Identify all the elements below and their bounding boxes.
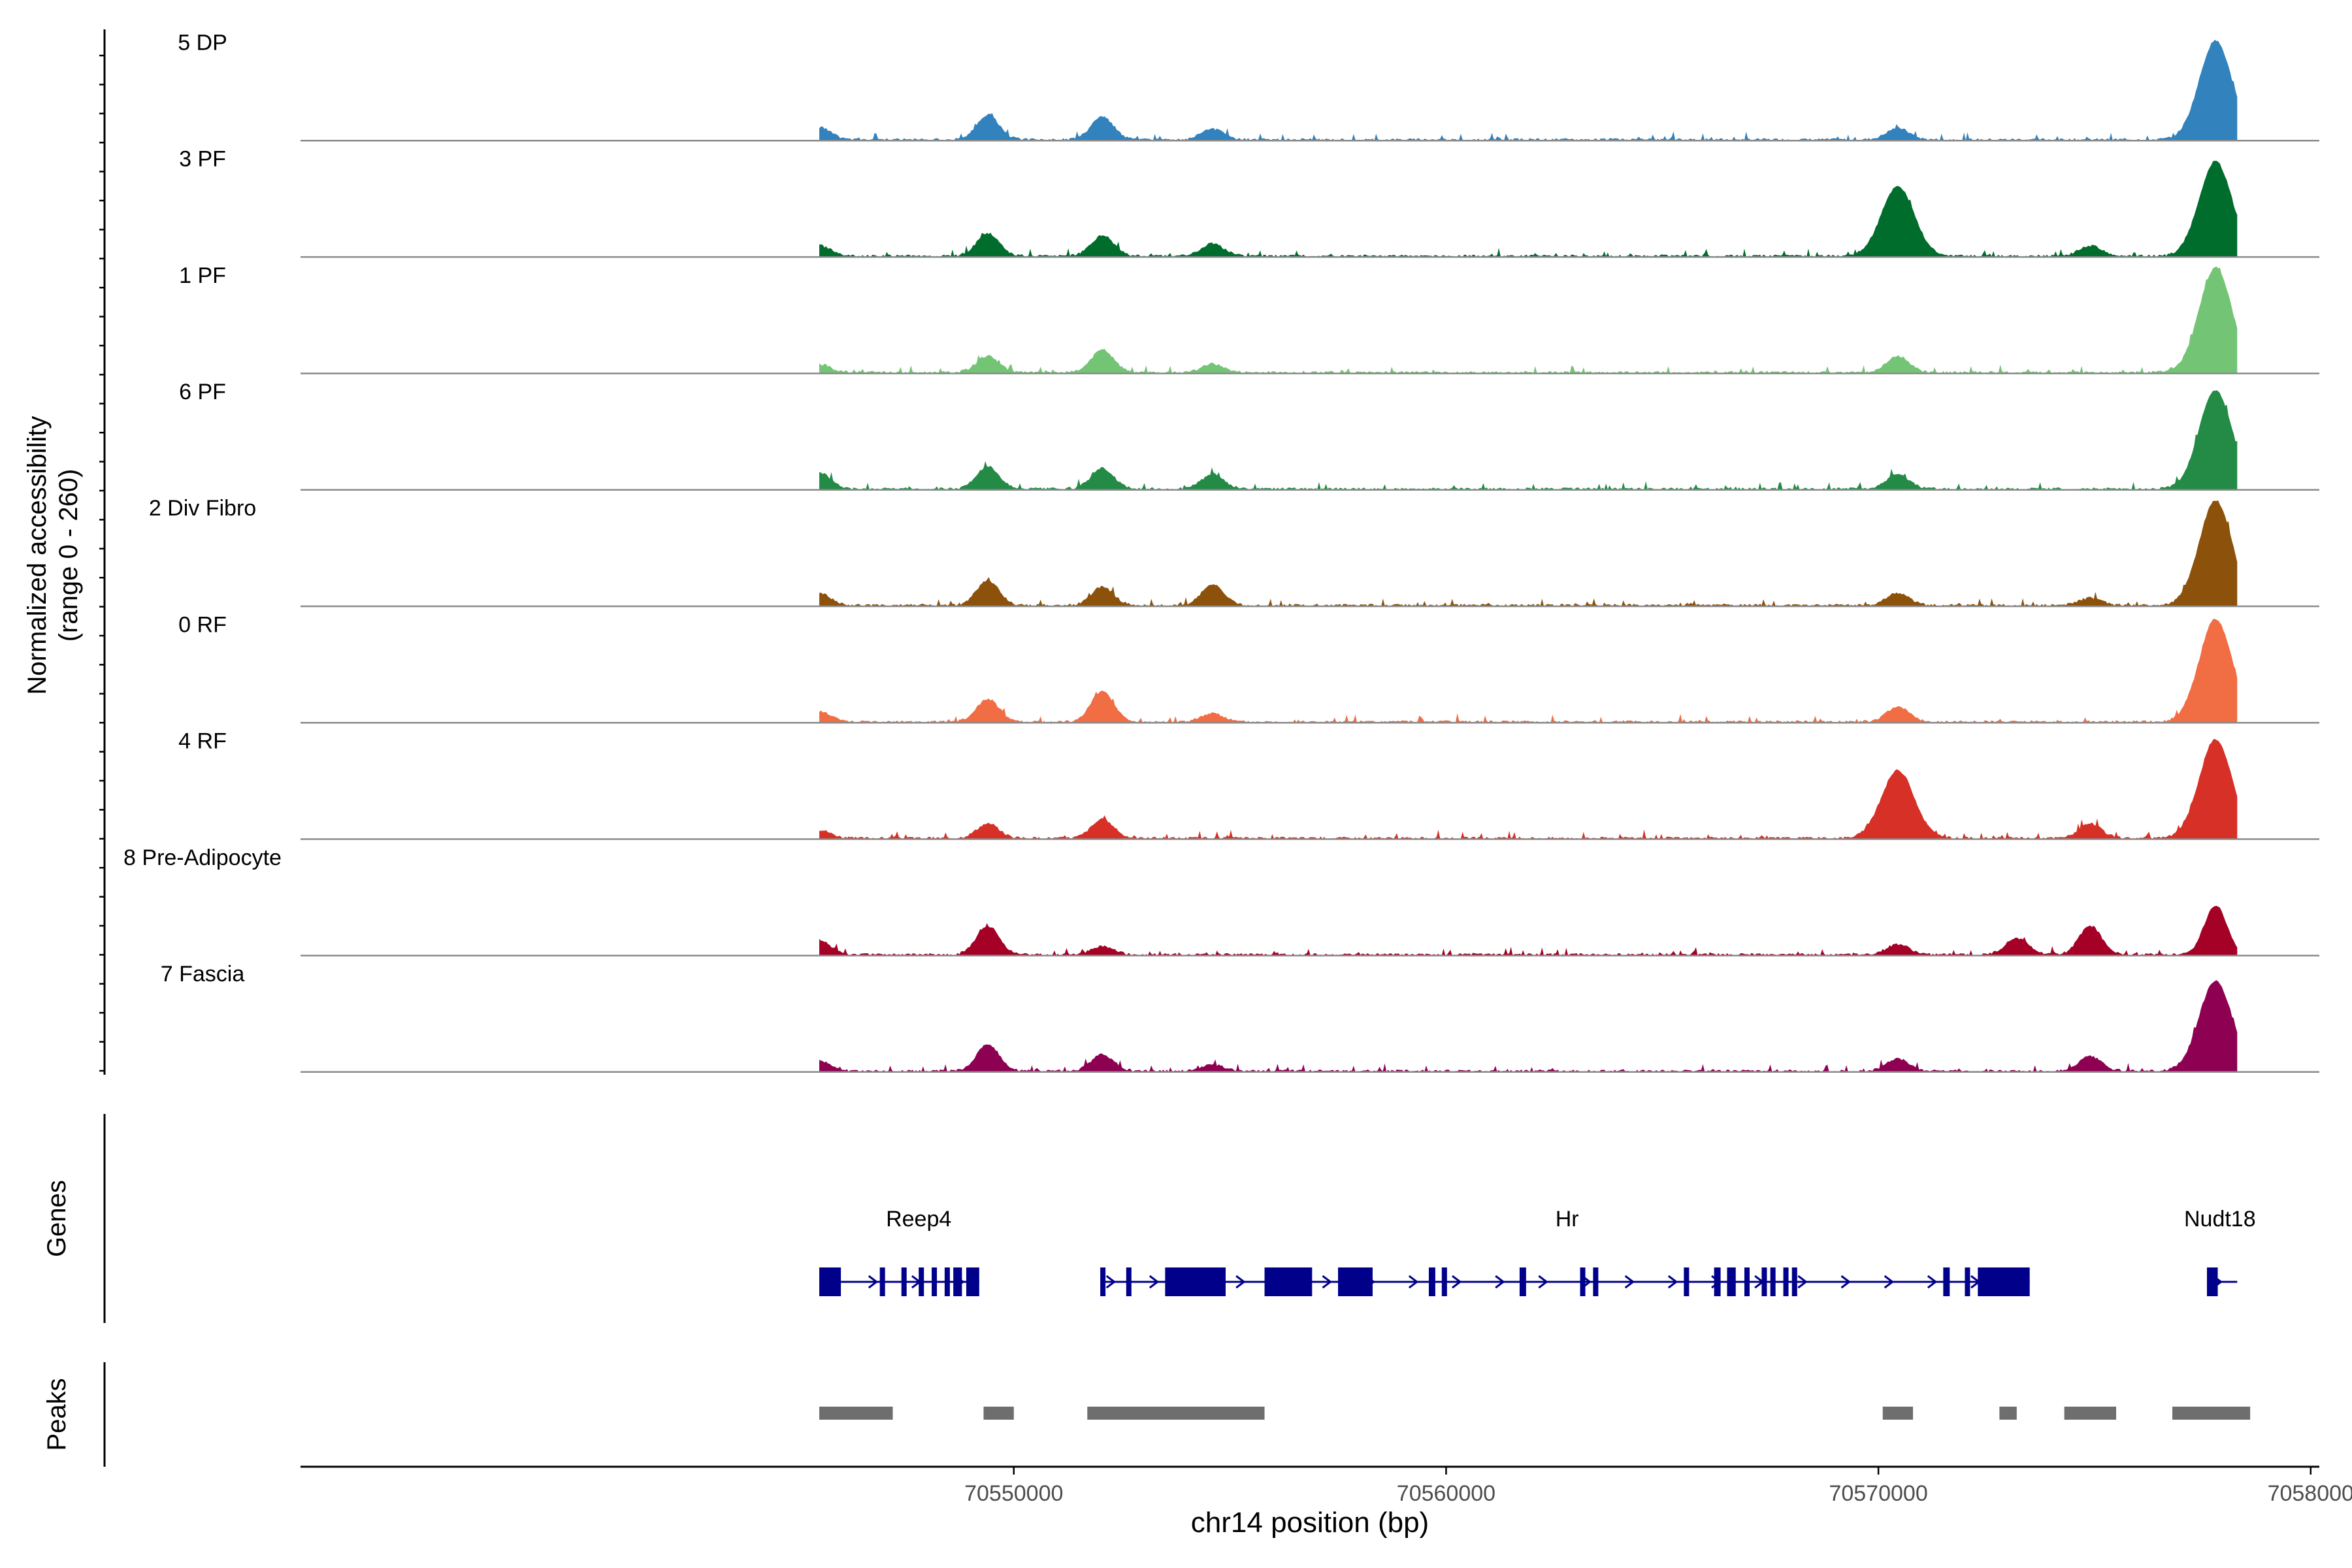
x-tick-label: 70560000 [1397,1481,1495,1506]
coverage-area [819,738,2238,840]
strand-arrow [1495,1275,1505,1289]
exon [819,1267,841,1296]
track-label: 3 PF [179,147,226,172]
exon [1519,1267,1526,1296]
coverage-area [819,500,2238,606]
track-8-pre-adipocyte: 8 Pre-Adipocyte [123,845,2319,956]
strand-arrow [1927,1275,1938,1289]
gene-name: Hr [1556,1207,1579,1232]
exon [1965,1267,1970,1296]
exon [879,1267,885,1296]
gene-name: Nudt18 [2184,1207,2256,1232]
exon [1165,1267,1226,1296]
track-label: 1 PF [179,263,226,288]
peak-region [983,1407,1014,1420]
exon [1100,1267,1106,1296]
x-axis-title: chr14 position (bp) [1191,1507,1429,1539]
exon [1264,1267,1313,1296]
exon [1943,1267,1950,1296]
coverage-area [819,906,2238,956]
strand-arrow [1322,1275,1332,1289]
track-label: 7 Fascia [161,962,245,987]
x-tick-label: 7058000 [2268,1481,2352,1506]
exon [1684,1267,1690,1296]
track-6-pf: 6 PF [179,380,2319,491]
coverage-area [819,161,2238,257]
x-tick-label: 70570000 [1829,1481,1927,1506]
exon [932,1267,938,1296]
track-1-pf: 1 PF [179,263,2319,374]
exon [1714,1267,1721,1296]
coverage-area [819,266,2238,374]
strand-arrow [1667,1275,1678,1289]
exon [1761,1267,1767,1296]
exon [901,1267,907,1296]
axes: Normalized accessibility (range 0 - 260)… [23,29,2352,1539]
exon [1593,1267,1599,1296]
strand-arrow [1105,1275,1117,1289]
coverage-area [819,619,2238,723]
gene-reep4: Reep4 [819,1207,979,1296]
exon [1783,1267,1789,1296]
track-label: 0 RF [178,612,227,637]
track-5-dp: 5 DP [178,30,2319,142]
y-axis-label-line2: (range 0 - 260) [54,469,83,642]
strand-arrow [1884,1275,1895,1289]
peak-region [819,1407,893,1420]
gene-hr: Hr [1100,1207,2030,1296]
track-2-div-fibro: 2 Div Fibro [149,496,2319,608]
gene-nudt18: Nudt18 [2184,1207,2256,1296]
exon [944,1267,950,1296]
exon [1580,1267,1586,1296]
exon [1744,1267,1750,1296]
strand-arrow [1149,1275,1160,1289]
track-label: 8 Pre-Adipocyte [123,845,282,870]
strand-arrow [868,1275,879,1289]
strand-arrow [1840,1275,1851,1289]
gene-annotation-panel: Reep4 Hr Nudt18 [819,1207,2256,1296]
track-label: 5 DP [178,30,227,55]
peak-region [1999,1407,2017,1420]
track-3-pf: 3 PF [179,147,2319,258]
exon [1441,1267,1447,1296]
exon [2206,1267,2218,1296]
exon [953,1267,962,1296]
peaks-panel-label: Peaks [42,1378,71,1450]
coverage-area [819,39,2238,141]
strand-arrow [1538,1275,1548,1289]
track-0-rf: 0 RF [178,612,2319,724]
gene-name: Reep4 [886,1207,951,1232]
strand-arrow [1797,1275,1808,1289]
strand-arrow [1624,1275,1635,1289]
y-axis-label-line1: Normalized accessibility [23,416,52,695]
genes-panel-label: Genes [42,1180,71,1257]
strand-arrow [1452,1275,1462,1289]
peak-region [2064,1407,2117,1420]
strand-arrow [1235,1275,1246,1289]
peak-region [2172,1407,2251,1420]
exon [1428,1267,1435,1296]
exon [1791,1267,1797,1296]
x-tick-label: 70550000 [964,1481,1063,1506]
coverage-area [819,390,2238,490]
coverage-tracks: 5 DP 3 PF 1 PF 6 PF 2 Div Fibro 0 RF 4 RF 8 Pre… [123,30,2319,1073]
strand-arrow [1408,1275,1419,1289]
exon [1727,1267,1736,1296]
exon [1126,1267,1132,1296]
exon [1978,1267,2030,1296]
peaks-panel [819,1407,2251,1420]
coverage-area [819,980,2238,1072]
track-4-rf: 4 RF [178,729,2319,840]
exon [919,1267,924,1296]
track-label: 6 PF [179,380,226,404]
exon [1770,1267,1776,1296]
peak-region [1882,1407,1914,1420]
track-label: 2 Div Fibro [149,496,256,521]
peak-region [1087,1407,1265,1420]
exon [1338,1267,1373,1296]
track-7-fascia: 7 Fascia [161,962,2319,1073]
exon [966,1267,979,1296]
track-label: 4 RF [178,729,227,754]
